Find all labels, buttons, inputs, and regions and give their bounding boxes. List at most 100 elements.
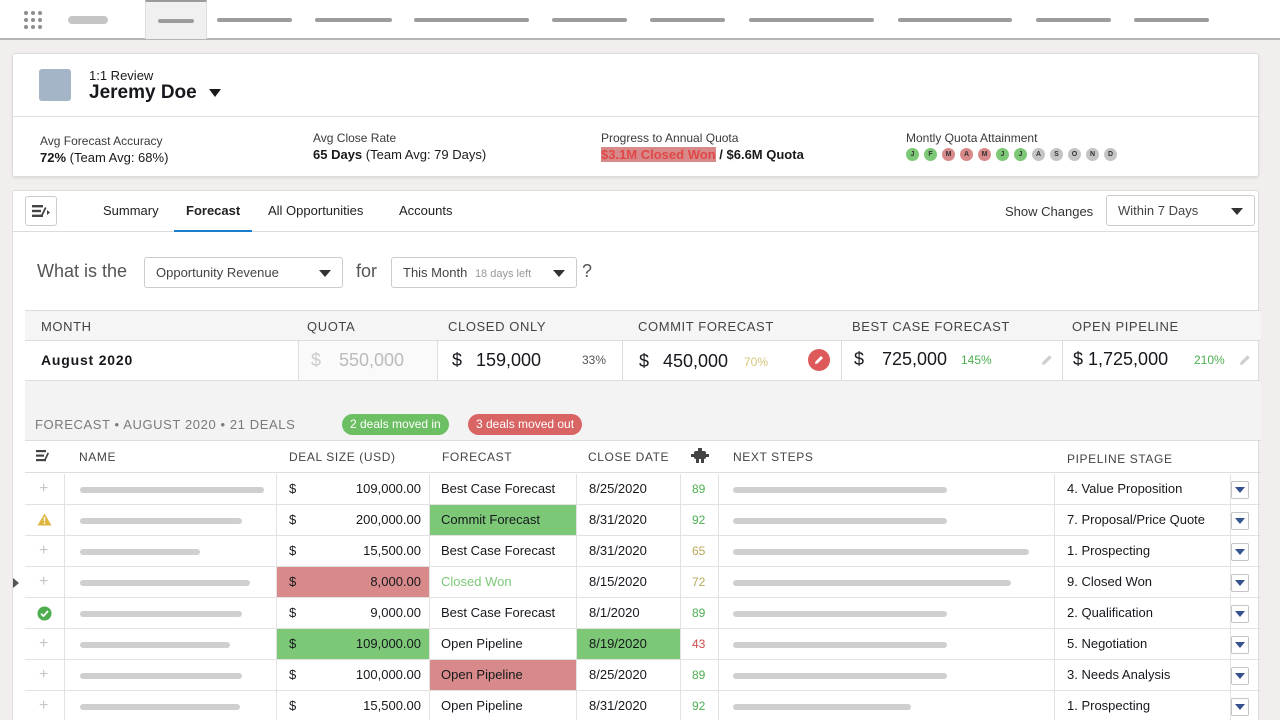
edit-open-pencil-icon[interactable]	[1238, 353, 1252, 367]
deal-name-cell[interactable]	[65, 629, 277, 659]
metric-select[interactable]: Opportunity Revenue	[144, 257, 343, 288]
deal-size-cell[interactable]: $109,000.00	[277, 474, 430, 504]
tab-accounts[interactable]: Accounts	[399, 203, 453, 218]
deal-name-cell[interactable]	[65, 536, 277, 566]
close-date-cell[interactable]: 8/1/2020	[577, 598, 681, 628]
next-steps-cell[interactable]	[719, 505, 1055, 535]
deal-name-cell[interactable]	[65, 691, 277, 720]
deal-size-cell[interactable]: $8,000.00	[277, 567, 430, 597]
deal-size-cell[interactable]: $200,000.00	[277, 505, 430, 535]
deal-name-cell[interactable]	[65, 505, 277, 535]
nav-tab[interactable]	[315, 18, 392, 22]
moved-in-badge[interactable]: 2 deals moved in	[342, 414, 449, 435]
deal-name-cell[interactable]	[65, 567, 277, 597]
deal-size-cell[interactable]: $109,000.00	[277, 629, 430, 659]
deal-size-cell[interactable]: $100,000.00	[277, 660, 430, 690]
col-name[interactable]: NAME	[79, 450, 117, 464]
nav-tab[interactable]	[898, 18, 1012, 22]
list-view-button[interactable]	[25, 196, 57, 226]
add-icon[interactable]: +	[39, 635, 49, 652]
forecast-cell[interactable]: Open Pipeline	[430, 660, 577, 690]
add-icon[interactable]: +	[39, 666, 49, 683]
next-steps-cell[interactable]	[719, 474, 1055, 504]
stage-dropdown-button[interactable]	[1231, 481, 1249, 499]
table-row[interactable]: + $15,500.00 Best Case Forecast 8/31/2020 65…	[25, 536, 1261, 567]
column-settings-icon[interactable]	[35, 449, 51, 463]
deal-name-cell[interactable]	[65, 474, 277, 504]
stage-dropdown-button[interactable]	[1231, 543, 1249, 561]
forecast-cell[interactable]: Best Case Forecast	[430, 536, 577, 566]
close-date-cell[interactable]: 8/19/2020	[577, 629, 681, 659]
nav-tab[interactable]	[414, 18, 529, 22]
nav-tab[interactable]	[1036, 18, 1111, 22]
stage-cell[interactable]: 9. Closed Won	[1055, 567, 1231, 597]
tab-forecast[interactable]: Forecast	[174, 191, 253, 232]
nav-tab[interactable]	[552, 18, 627, 22]
stage-cell[interactable]: 7. Proposal/Price Quote	[1055, 505, 1231, 535]
deal-size-cell[interactable]: $15,500.00	[277, 691, 430, 720]
show-changes-select[interactable]: Within 7 Days	[1106, 195, 1255, 226]
stage-cell[interactable]: 5. Negotiation	[1055, 629, 1231, 659]
col-stage[interactable]: PIPELINE STAGE	[1067, 452, 1173, 466]
close-date-cell[interactable]: 8/25/2020	[577, 474, 681, 504]
table-row[interactable]: + $15,500.00 Open Pipeline 8/31/2020 92 1. Pr…	[25, 691, 1261, 720]
close-date-cell[interactable]: 8/31/2020	[577, 691, 681, 720]
close-date-cell[interactable]: 8/31/2020	[577, 505, 681, 535]
next-steps-cell[interactable]	[719, 567, 1055, 597]
forecast-cell[interactable]: Open Pipeline	[430, 691, 577, 720]
add-icon[interactable]: +	[39, 697, 49, 714]
close-date-cell[interactable]: 8/25/2020	[577, 660, 681, 690]
stage-cell[interactable]: 2. Qualification	[1055, 598, 1231, 628]
stage-dropdown-button[interactable]	[1231, 698, 1249, 716]
deal-size-cell[interactable]: $15,500.00	[277, 536, 430, 566]
forecast-cell[interactable]: Best Case Forecast	[430, 598, 577, 628]
table-row[interactable]: + $100,000.00 Open Pipeline 8/25/2020 89 3. N…	[25, 660, 1261, 691]
app-launcher-icon[interactable]	[24, 11, 44, 29]
stage-dropdown-button[interactable]	[1231, 574, 1249, 592]
table-row[interactable]: $200,000.00 Commit Forecast 8/31/2020 92 7. …	[25, 505, 1261, 536]
nav-tab[interactable]	[650, 18, 725, 22]
stage-cell[interactable]: 1. Prospecting	[1055, 691, 1231, 720]
table-row[interactable]: + $109,000.00 Best Case Forecast 8/25/2020 8…	[25, 474, 1261, 505]
add-icon[interactable]: +	[39, 573, 49, 590]
col-next-steps[interactable]: NEXT STEPS	[733, 450, 814, 464]
table-row[interactable]: $9,000.00 Best Case Forecast 8/1/2020 89 2. …	[25, 598, 1261, 629]
stage-cell[interactable]: 4. Value Proposition	[1055, 474, 1231, 504]
forecast-cell[interactable]: Closed Won	[430, 567, 577, 597]
forecast-cell[interactable]: Commit Forecast	[430, 505, 577, 535]
nav-tab[interactable]	[749, 18, 874, 22]
tab-all-opportunities[interactable]: All Opportunities	[268, 203, 364, 218]
edit-best-pencil-icon[interactable]	[1040, 353, 1054, 367]
stage-dropdown-button[interactable]	[1231, 667, 1249, 685]
moved-out-badge[interactable]: 3 deals moved out	[468, 414, 583, 435]
expand-arrow-icon[interactable]	[13, 578, 19, 588]
nav-tab[interactable]	[217, 18, 292, 22]
person-name[interactable]: Jeremy Doe	[89, 82, 197, 103]
next-steps-cell[interactable]	[719, 691, 1055, 720]
col-forecast[interactable]: FORECAST	[442, 450, 513, 464]
deal-name-cell[interactable]	[65, 598, 277, 628]
forecast-cell[interactable]: Open Pipeline	[430, 629, 577, 659]
add-icon[interactable]: +	[39, 542, 49, 559]
stage-cell[interactable]: 1. Prospecting	[1055, 536, 1231, 566]
col-deal-size[interactable]: DEAL SIZE (USD)	[289, 450, 396, 464]
period-select[interactable]: This Month 18 days left	[391, 257, 577, 288]
nav-tab[interactable]	[1134, 18, 1209, 22]
deal-name-cell[interactable]	[65, 660, 277, 690]
close-date-cell[interactable]: 8/31/2020	[577, 536, 681, 566]
close-date-cell[interactable]: 8/15/2020	[577, 567, 681, 597]
edit-commit-button[interactable]	[808, 349, 830, 371]
nav-tab-active[interactable]	[145, 0, 207, 39]
next-steps-cell[interactable]	[719, 629, 1055, 659]
stage-dropdown-button[interactable]	[1231, 512, 1249, 530]
add-icon[interactable]: +	[39, 480, 49, 497]
col-close-date[interactable]: CLOSE DATE	[588, 450, 670, 464]
table-row[interactable]: + $8,000.00 Closed Won 8/15/2020 72 9. Closed…	[25, 567, 1261, 598]
deal-size-cell[interactable]: $9,000.00	[277, 598, 430, 628]
next-steps-cell[interactable]	[719, 660, 1055, 690]
next-steps-cell[interactable]	[719, 536, 1055, 566]
person-dropdown-icon[interactable]	[209, 89, 221, 97]
tab-summary[interactable]: Summary	[103, 203, 159, 218]
next-steps-cell[interactable]	[719, 598, 1055, 628]
table-row[interactable]: + $109,000.00 Open Pipeline 8/19/2020 43 5. N…	[25, 629, 1261, 660]
